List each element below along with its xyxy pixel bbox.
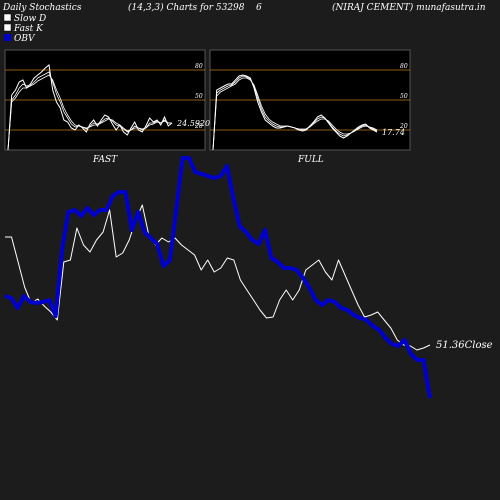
header-code: 6 <box>256 3 262 13</box>
full-tick-label-50: 50 <box>400 93 408 100</box>
full-tick-label-80: 80 <box>400 63 408 70</box>
legend-label-fast-k: Fast K <box>13 24 44 34</box>
legend-label-slow-d: Slow D <box>14 14 46 24</box>
full-panel-title: FULL <box>297 155 324 165</box>
legend-swatch-slow-d <box>3 13 12 22</box>
header-params: (14,3,3) Charts for 53298 <box>128 2 245 13</box>
fast-tick-label-50: 50 <box>195 93 203 100</box>
price-obv-panel: 51.36Close <box>4 156 493 399</box>
close-price-line <box>5 204 431 351</box>
legend: Slow D Fast K OBV <box>3 13 46 44</box>
full-last-value-label: 17.74 <box>382 128 405 137</box>
obv-line <box>4 156 432 399</box>
legend-swatch-fast-k <box>3 23 12 32</box>
fast-signal-line-2 <box>7 74 172 151</box>
full-tick-label-20: 20 <box>399 123 408 130</box>
close-value-label: 51.36Close <box>436 340 493 351</box>
fast-last-value-label: 24.5920 <box>176 119 210 128</box>
fast-tick-label-80: 80 <box>195 63 203 70</box>
full-signal-line-2 <box>212 77 378 151</box>
legend-swatch-obv <box>4 34 11 41</box>
legend-label-obv: OBV <box>14 34 36 44</box>
header-title: Daily Stochastics <box>2 3 82 13</box>
fast-tick-label-20: 20 <box>194 123 203 130</box>
fast-panel-title: FAST <box>92 155 118 165</box>
header-company: (NIRAJ CEMENT) munafasutra.in <box>332 2 486 13</box>
